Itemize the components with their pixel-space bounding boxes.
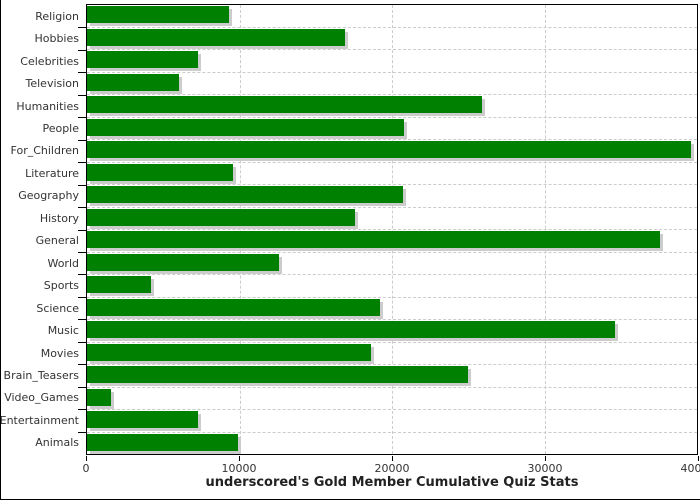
x-tick-label: 10000 [221, 462, 257, 475]
y-axis-tick [78, 117, 86, 118]
y-axis-label: Science [36, 301, 79, 315]
y-axis-tick [78, 27, 86, 28]
bar [87, 298, 380, 316]
y-axis-label: Hobbies [34, 32, 79, 46]
y-axis-label: Television [25, 77, 80, 91]
y-axis-tick [78, 95, 86, 96]
y-axis-label: Literature [25, 166, 79, 180]
bar [87, 51, 199, 68]
category-row [87, 140, 697, 163]
y-axis-tick [78, 432, 86, 433]
y-axis-label: World [47, 256, 79, 270]
y-axis-tick [78, 319, 86, 320]
y-axis-label: General [35, 234, 79, 248]
category-row [87, 118, 697, 140]
y-axis-tick [78, 185, 86, 186]
y-axis-label: Movies [40, 346, 79, 360]
y-axis-label: Video_Games [4, 391, 79, 405]
x-axis-tick [86, 456, 87, 461]
y-axis-tick [78, 72, 86, 73]
y-axis-tick [78, 162, 86, 163]
y-axis-label: Sports [43, 279, 79, 293]
y-axis-label: Geography [18, 189, 79, 203]
y-axis-tick [78, 364, 86, 365]
y-axis-tick [78, 50, 86, 51]
category-row [87, 50, 697, 73]
category-row [87, 253, 697, 275]
category-row [87, 410, 697, 433]
bar [87, 28, 345, 46]
y-axis-label: Entertainment [0, 413, 79, 427]
y-axis-label: Religion [35, 9, 79, 23]
category-row [87, 208, 697, 230]
category-row [87, 28, 697, 50]
chart-title: underscored's Gold Member Cumulative Qui… [205, 475, 579, 490]
x-axis-tick [545, 456, 546, 461]
category-row [87, 343, 697, 365]
y-axis-tick [78, 387, 86, 388]
x-tick-label: 30000 [527, 462, 563, 475]
bar [87, 208, 356, 226]
y-axis-tick [78, 297, 86, 298]
x-tick-label: 40000 [680, 462, 700, 475]
y-axis-tick [78, 342, 86, 343]
category-row [87, 95, 697, 118]
x-axis-tick [698, 456, 699, 461]
category-row [87, 433, 697, 455]
bar [87, 73, 179, 91]
y-axis-tick [78, 207, 86, 208]
x-tick-label: 20000 [374, 462, 410, 475]
y-axis-tick [78, 230, 86, 231]
y-axis-label: Humanities [16, 99, 79, 113]
y-axis-tick [78, 140, 86, 141]
bar [87, 163, 234, 181]
bar [87, 366, 469, 383]
category-row [87, 388, 697, 410]
y-axis-label: History [39, 211, 79, 225]
bar [87, 141, 691, 158]
bar [87, 343, 371, 361]
bar [87, 253, 280, 271]
y-axis-label: Brain_Teasers [3, 368, 79, 382]
y-axis-tick [78, 409, 86, 410]
category-row [87, 73, 697, 95]
category-row [87, 298, 697, 320]
plot-area [86, 4, 698, 455]
y-axis-label: People [42, 121, 79, 135]
y-axis-label: Celebrities [20, 54, 79, 68]
bar [87, 186, 403, 203]
bar [87, 411, 199, 428]
category-row [87, 163, 697, 185]
bar [87, 388, 112, 406]
category-row [87, 320, 697, 343]
y-axis-labels: Religion Hobbies Celebrities Television Huma… [1, 5, 79, 454]
y-axis-label: For_Children [10, 144, 79, 158]
x-axis-tick [392, 456, 393, 461]
y-axis-label: Music [47, 324, 79, 338]
category-row [87, 365, 697, 388]
category-row [87, 275, 697, 298]
bar [87, 96, 482, 113]
y-axis-tick [78, 252, 86, 253]
y-axis-tick [78, 274, 86, 275]
bar [87, 321, 615, 338]
x-axis-tick [239, 456, 240, 461]
category-row [87, 5, 697, 28]
y-axis-label: Animals [35, 436, 79, 450]
bar [87, 6, 229, 23]
bar [87, 433, 238, 451]
x-tick-label: 0 [82, 462, 90, 475]
category-row [87, 185, 697, 208]
bar [87, 276, 152, 293]
bar [87, 118, 405, 136]
bar [87, 231, 661, 248]
plot-rows [87, 5, 697, 454]
category-row [87, 230, 697, 253]
